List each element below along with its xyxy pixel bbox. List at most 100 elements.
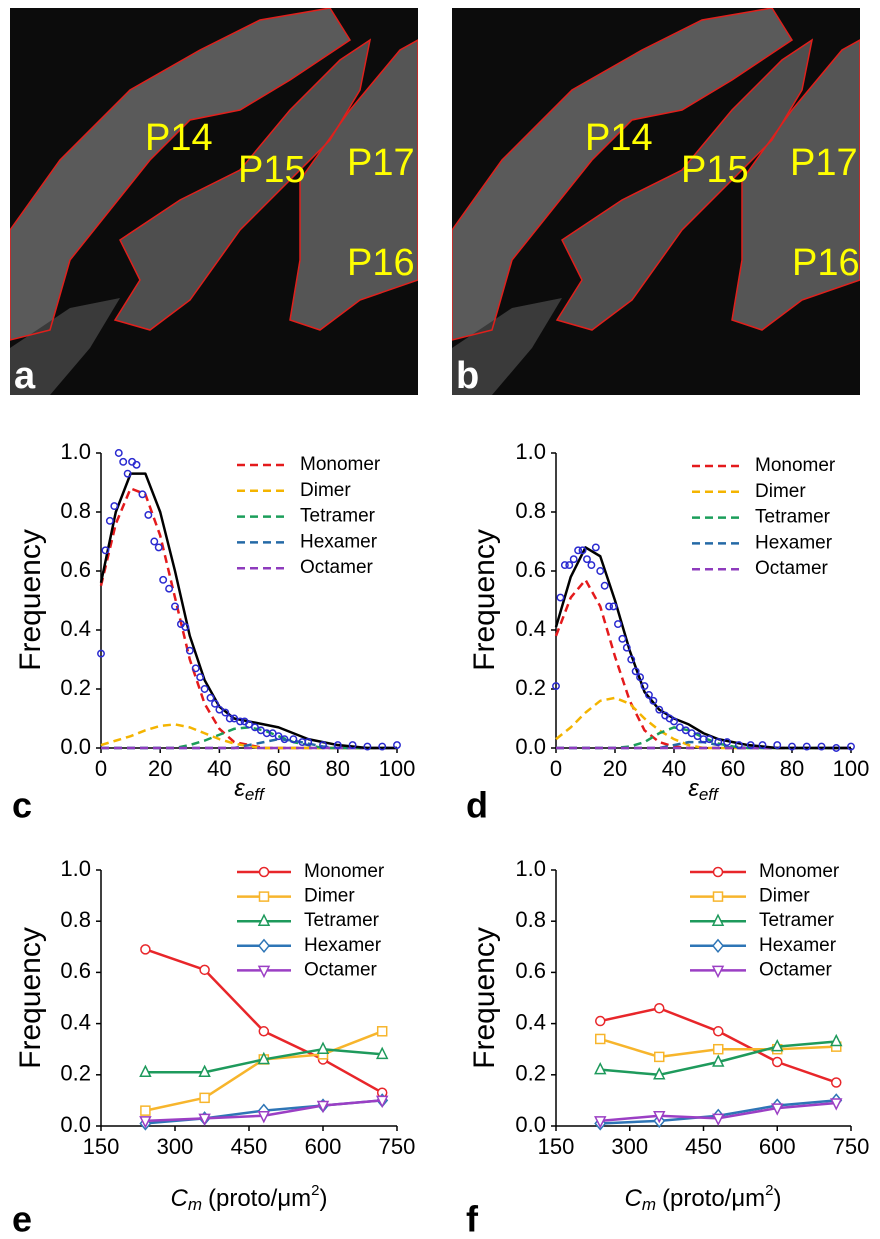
marker: [711, 913, 725, 926]
marker: [274, 732, 283, 741]
marker: [123, 469, 132, 478]
x-label-superscript: 2: [765, 1182, 773, 1199]
marker: [594, 1116, 607, 1129]
x-tick-label: 0: [95, 756, 107, 781]
x-tick-label: 100: [379, 756, 416, 781]
y-tick-label: 0.2: [515, 1061, 546, 1086]
x-tick-label: 100: [833, 756, 870, 781]
x-label-unit: (proto/μm: [662, 1185, 765, 1212]
marker: [712, 866, 724, 878]
y-tick-label: 0.0: [60, 1112, 91, 1137]
marker: [114, 449, 123, 457]
marker: [138, 490, 147, 499]
marker: [140, 1105, 151, 1116]
marker: [594, 1062, 607, 1075]
marker: [230, 714, 239, 723]
series-line: [556, 726, 851, 750]
legend-label: Tetramer: [304, 910, 380, 931]
marker: [600, 581, 609, 590]
region-label: P14: [585, 117, 653, 159]
marker: [595, 1033, 606, 1045]
x-label-end: ): [774, 1185, 782, 1212]
marker: [140, 944, 151, 955]
marker: [832, 744, 841, 752]
marker: [622, 643, 631, 652]
y-axis-label: Frequency: [468, 927, 501, 1069]
series-line: [145, 1030, 383, 1112]
marker: [393, 741, 401, 749]
marker: [614, 620, 622, 629]
marker: [771, 1038, 784, 1052]
x-tick-label: 600: [759, 1134, 796, 1159]
y-tick-label: 0.8: [515, 498, 546, 523]
marker: [653, 1111, 666, 1124]
x-tick-label: 80: [780, 756, 804, 781]
marker: [746, 741, 755, 749]
marker: [245, 720, 253, 729]
marker: [712, 938, 724, 953]
x-label-symbol: C: [170, 1185, 188, 1212]
y-tick-label: 0.4: [60, 1009, 91, 1034]
x-label-subscript: m: [188, 1195, 202, 1214]
y-axis-label: Frequency: [14, 529, 47, 671]
marker: [830, 1098, 843, 1111]
marker: [257, 1051, 271, 1065]
marker: [257, 913, 271, 926]
marker: [250, 723, 259, 732]
marker: [693, 732, 702, 741]
x-label-end: ): [320, 1185, 328, 1212]
marker: [199, 964, 210, 976]
x-tick-label: 0: [550, 756, 562, 781]
legend-label: Octamer: [300, 557, 374, 578]
y-tick-label: 0.4: [515, 616, 546, 641]
y-tick-label: 0.8: [60, 498, 91, 523]
legend-label: Monomer: [304, 861, 385, 882]
y-tick-label: 0.2: [60, 675, 91, 700]
x-label-unit: (proto/μm: [208, 1185, 311, 1212]
marker: [618, 634, 627, 643]
marker: [556, 593, 565, 602]
marker: [97, 649, 105, 658]
marker: [154, 543, 163, 552]
marker: [101, 546, 110, 555]
panel-label: c: [12, 785, 32, 826]
marker: [705, 735, 714, 744]
region-label: P16: [792, 242, 860, 284]
marker: [583, 555, 591, 564]
x-tick-label: 40: [662, 756, 686, 781]
y-tick-label: 1.0: [515, 856, 546, 881]
marker: [788, 742, 796, 751]
y-axis-label: Frequency: [14, 927, 47, 1069]
marker: [758, 741, 767, 749]
marker: [289, 735, 298, 744]
marker: [119, 457, 128, 466]
marker: [734, 741, 743, 749]
marker: [181, 623, 190, 631]
marker: [258, 1026, 270, 1037]
legend-label: Monomer: [759, 861, 840, 882]
y-tick-label: 0.0: [515, 734, 546, 759]
marker: [256, 726, 265, 735]
series-line: [554, 578, 851, 750]
legend-label: Octamer: [759, 959, 833, 980]
marker: [723, 738, 732, 747]
panel-label: a: [14, 355, 36, 397]
marker: [802, 742, 811, 751]
marker: [185, 646, 194, 655]
marker: [378, 742, 387, 751]
y-tick-label: 0.6: [60, 557, 91, 582]
marker: [144, 511, 153, 519]
x-tick-label: 600: [305, 1134, 342, 1159]
marker: [565, 561, 574, 570]
x-tick-label: 750: [833, 1134, 870, 1159]
x-label-symbol: C: [624, 1185, 642, 1212]
marker: [653, 1067, 666, 1080]
marker: [636, 673, 645, 682]
marker: [363, 742, 372, 751]
marker: [316, 1041, 330, 1054]
panel-label: b: [456, 355, 479, 397]
marker: [225, 714, 234, 723]
y-tick-label: 0.8: [515, 907, 546, 932]
x-tick-label: 40: [207, 756, 231, 781]
marker: [110, 502, 119, 511]
